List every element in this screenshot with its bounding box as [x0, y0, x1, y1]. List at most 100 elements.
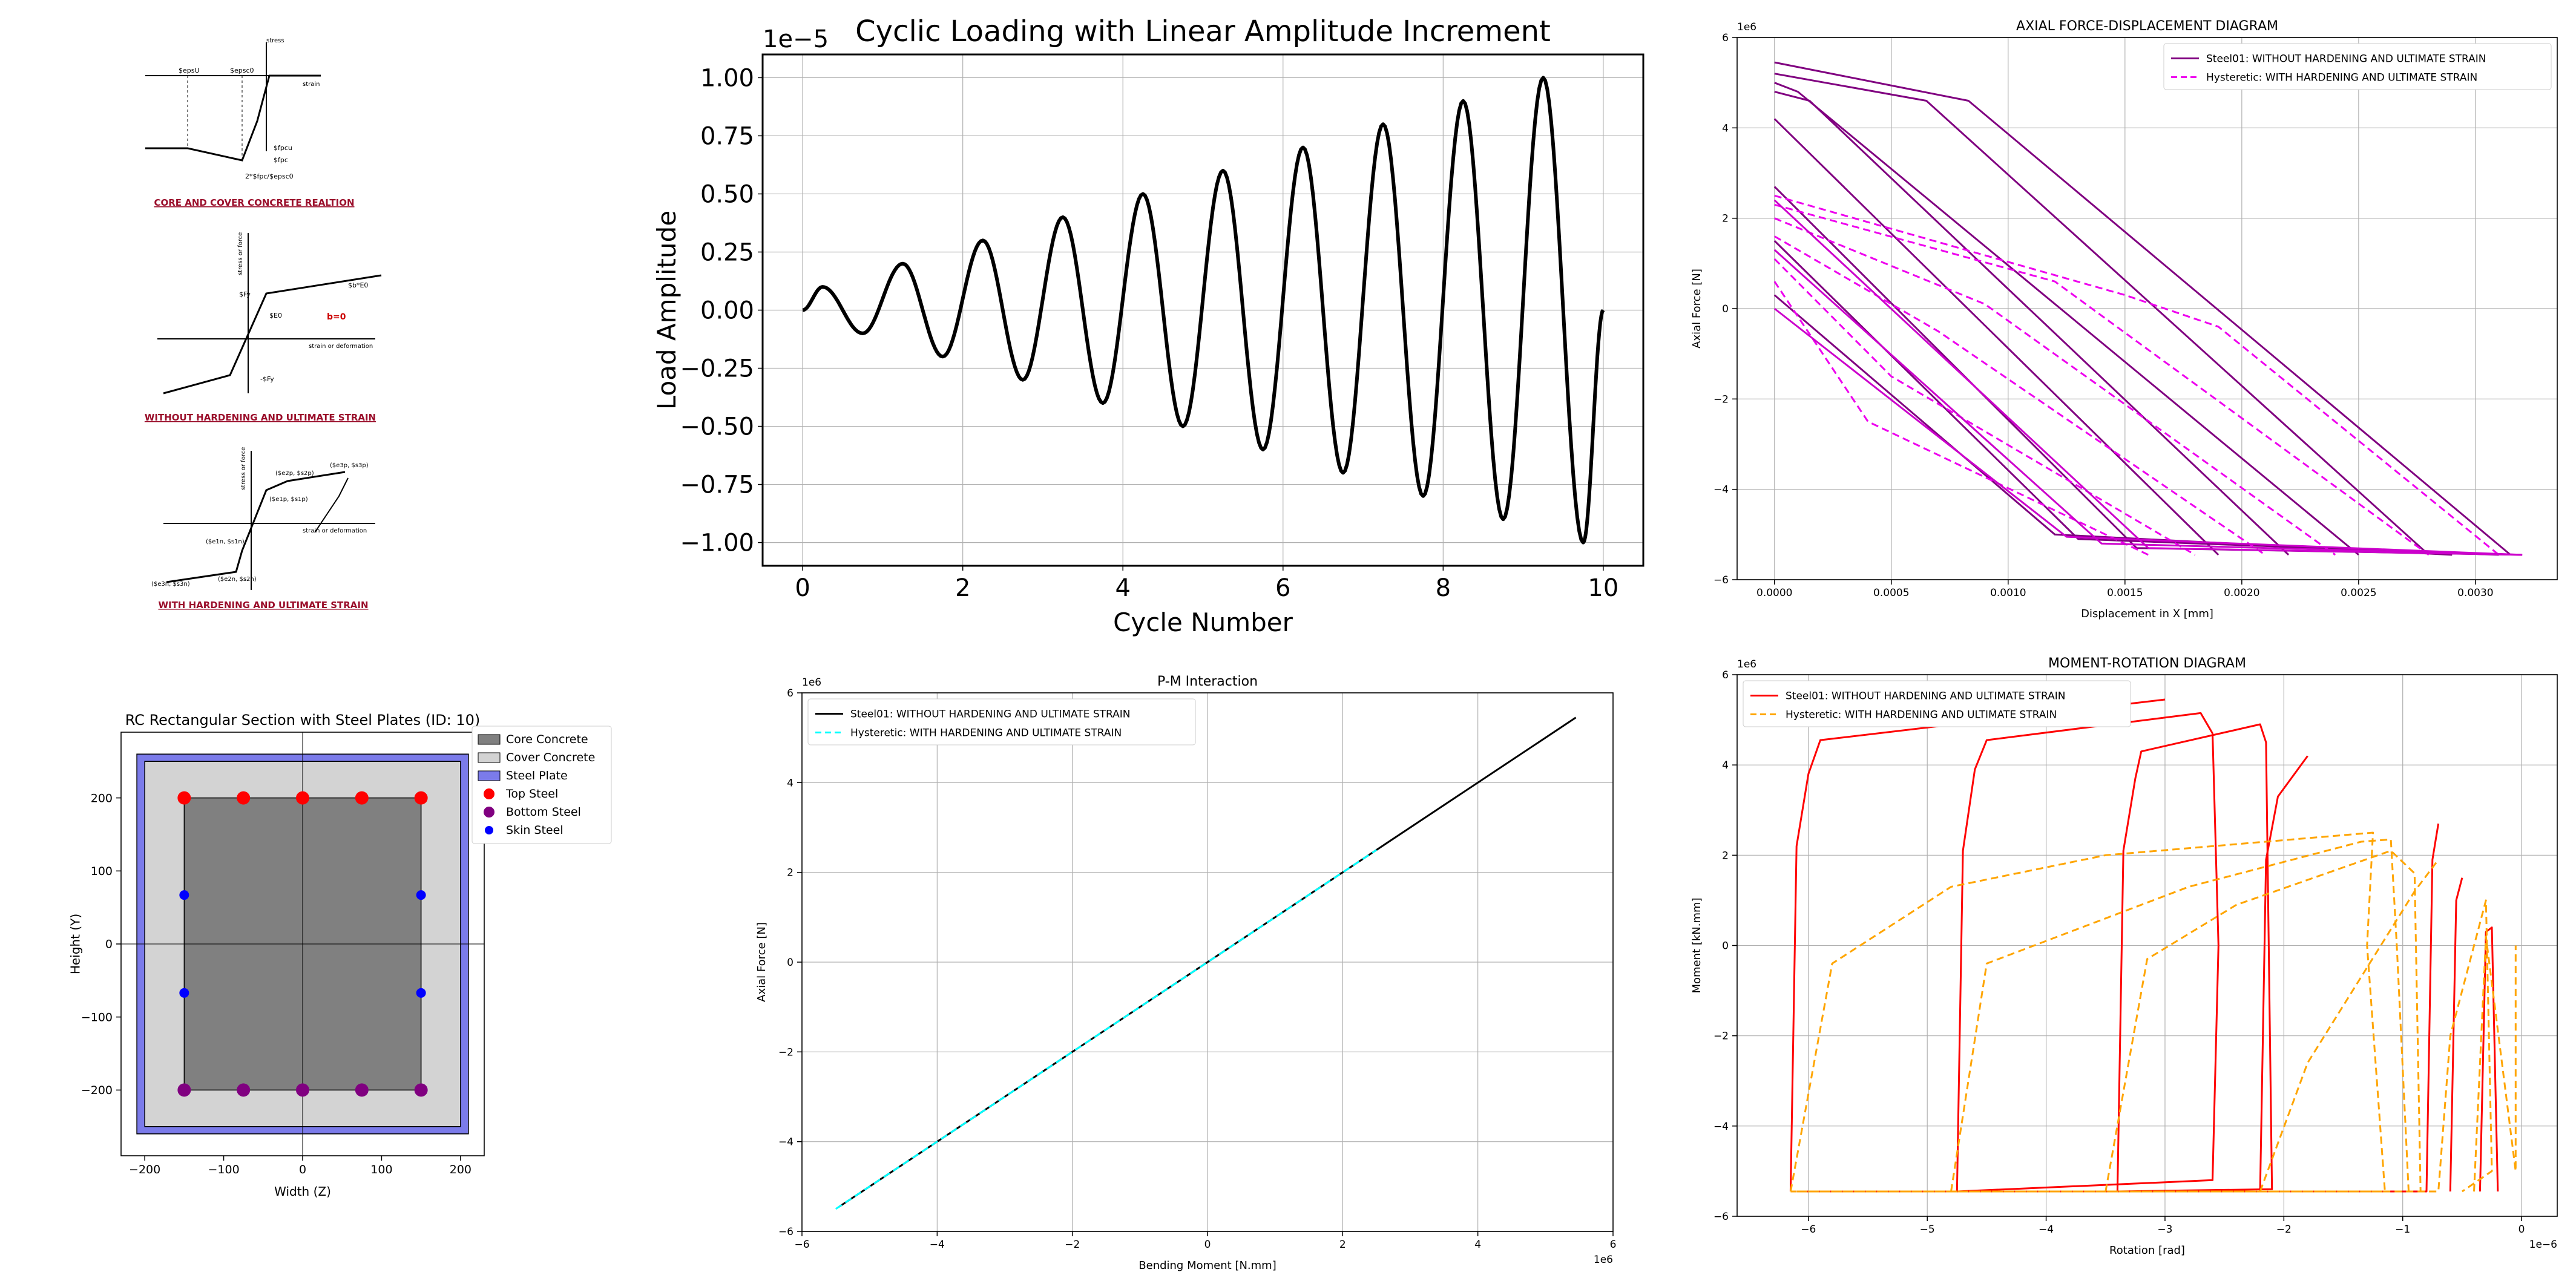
x-tick-label: 10 — [1588, 574, 1618, 602]
rc-section-chart: −200 −100 0 100 200 −200 −100 0 100 200 RC Rectang… — [68, 712, 612, 1199]
x-tick-label: −4 — [930, 1239, 945, 1251]
legend-label: Steel Plate — [506, 769, 568, 782]
x-axis-label: Width (Z) — [274, 1184, 331, 1199]
series-secondary-line — [1774, 194, 2500, 556]
skin-steel-bar — [179, 890, 189, 900]
y-axis-label: Load Amplitude — [652, 211, 682, 410]
bottom-steel-bar — [414, 1083, 428, 1097]
legend-label: Cover Concrete — [506, 751, 595, 764]
legend-label: Steel01: WITHOUT HARDENING AND ULTIMATE … — [2206, 53, 2486, 65]
y-tick-label: 0.75 — [700, 122, 754, 150]
x-tick-label: 6 — [1275, 574, 1290, 602]
series-secondary-line — [1774, 203, 2430, 556]
x-tick-label: 0 — [795, 574, 810, 602]
x-axis-label: Cycle Number — [1113, 608, 1293, 637]
legend-label: Steel01: WITHOUT HARDENING AND ULTIMATE … — [850, 708, 1131, 720]
x-tick-label: 4 — [1116, 574, 1131, 602]
series-secondary-line — [1774, 217, 2336, 556]
chart-title: MOMENT-ROTATION DIAGRAM — [2048, 656, 2246, 671]
series-primary-line — [2116, 723, 2273, 1193]
y-tick-label: 0 — [787, 957, 794, 969]
y-axis-label: Moment [kN.mm] — [1690, 897, 1703, 993]
y-tick-label: 4 — [1722, 759, 1729, 772]
series-secondary-line — [1950, 838, 2410, 1192]
legend-box — [807, 698, 1196, 746]
series-primary-line — [2449, 877, 2463, 1192]
series-primary-line — [1774, 61, 2511, 556]
y-tick-label: 0.00 — [700, 297, 754, 325]
series-primary-line — [801, 76, 1605, 545]
x-tick-label: 0 — [299, 1163, 306, 1176]
x-tick-label: 4 — [1474, 1239, 1481, 1251]
x-tick-label: 0.0005 — [1873, 587, 1909, 599]
y-tick-label: 0.25 — [700, 238, 754, 266]
steel01-label-negfy: -$Fy — [260, 375, 274, 383]
y-offset-label: 1e6 — [802, 677, 821, 689]
hysteretic-label-n1: ($e1n, $s1n) — [206, 539, 245, 545]
legend-swatch — [478, 752, 501, 763]
concrete-caption: CORE AND COVER CONCRETE REALTION — [154, 197, 354, 208]
y-tick-label: 6 — [1722, 32, 1729, 44]
legend-label: Hysteretic: WITH HARDENING AND ULTIMATE … — [850, 727, 1122, 739]
series-primary-line — [1773, 294, 2453, 556]
concrete-label-slope: 2*$fpc/$epsc0 — [245, 172, 294, 180]
bottom-steel-bar — [296, 1083, 309, 1097]
y-tick-label: 0.50 — [700, 180, 754, 208]
series-primary-line — [1774, 73, 2430, 556]
y-axis-label: Height (Y) — [68, 914, 83, 974]
x-tick-label: 8 — [1436, 574, 1451, 602]
y-tick-label: −200 — [81, 1084, 113, 1097]
x-offset-label: 1e6 — [1594, 1254, 1613, 1266]
x-axis-label: Displacement in X [mm] — [2081, 608, 2213, 620]
y-tick-label: −2 — [1714, 1031, 1729, 1043]
pm-interaction-chart: −6 −4 −2 0 2 4 6 −6 −4 −2 0 2 4 6 P-M Interaction Bendi… — [755, 674, 1617, 1272]
y-tick-label: 200 — [91, 791, 113, 805]
steel01-caption: WITHOUT HARDENING AND ULTIMATE STRAIN — [145, 412, 376, 423]
x-tick-label: 100 — [370, 1163, 392, 1176]
series-secondary-line — [1796, 899, 2493, 1193]
series-extra-line — [1773, 307, 2523, 556]
series-secondary-line — [2259, 859, 2439, 1192]
legend-box — [1743, 680, 2131, 727]
x-tick-label: −6 — [1801, 1224, 1816, 1236]
concrete-label-epsc0: $epsc0 — [230, 67, 254, 74]
series-primary-line — [1773, 118, 2220, 555]
series-primary-line — [1774, 91, 2290, 555]
hysteretic-label-n2: ($e2n, $s2n) — [218, 576, 257, 583]
x-tick-label: 2 — [955, 574, 970, 602]
top-steel-bar — [177, 791, 191, 805]
bottom-steel-bar — [237, 1083, 251, 1097]
hysteretic-label-p3: ($e3p, $s3p) — [330, 462, 369, 469]
material-models-panel: $epsU $epsc0 $fpcu $fpc 2*$fpc/$epsc0 st… — [145, 38, 382, 611]
cyclic-loading-chart: 0 2 4 6 8 10 −1.00 −0.75 −0.50 −0.25 0.00 0.25 0.50 0… — [652, 15, 1644, 637]
hysteretic-caption: WITH HARDENING AND ULTIMATE STRAIN — [158, 600, 368, 611]
series-primary-line — [1773, 186, 2523, 556]
series-secondary-line — [835, 849, 1378, 1210]
bottom-steel-bar — [177, 1083, 191, 1097]
concrete-label-epsu: $epsU — [179, 67, 200, 74]
hysteretic-label-p1: ($e1p, $s1p) — [269, 496, 308, 503]
x-tick-label: 0.0025 — [2341, 587, 2376, 599]
y-tick-label: 4 — [787, 777, 794, 789]
x-tick-label: 200 — [450, 1163, 472, 1176]
steel01-label-fy: $Fy — [239, 290, 251, 298]
y-tick-label: −6 — [1714, 1211, 1729, 1223]
steel01-label-b0: b=0 — [327, 312, 346, 322]
y-offset-label: 1e−5 — [763, 25, 829, 53]
series-extra-line — [1773, 199, 2523, 556]
chart-title: P-M Interaction — [1157, 674, 1258, 689]
top-steel-bar — [414, 791, 428, 805]
steel01-label-be0: $b*E0 — [348, 281, 368, 289]
chart-title: Cyclic Loading with Linear Amplitude Inc… — [855, 15, 1551, 48]
x-tick-label: 6 — [1610, 1239, 1617, 1251]
y-tick-label: 4 — [1722, 122, 1729, 134]
series-secondary-line — [1789, 831, 2386, 1193]
series-primary-line — [2479, 926, 2499, 1192]
chart-title: AXIAL FORCE-DISPLACEMENT DIAGRAM — [2016, 19, 2278, 34]
y-tick-label: −2 — [1714, 393, 1729, 405]
y-tick-label: −6 — [1714, 574, 1729, 586]
top-steel-bar — [296, 791, 309, 805]
legend-label: Hysteretic: WITH HARDENING AND ULTIMATE … — [2206, 71, 2477, 84]
hysteretic-axis-x: strain or deformation — [303, 528, 367, 534]
top-steel-bar — [355, 791, 369, 805]
